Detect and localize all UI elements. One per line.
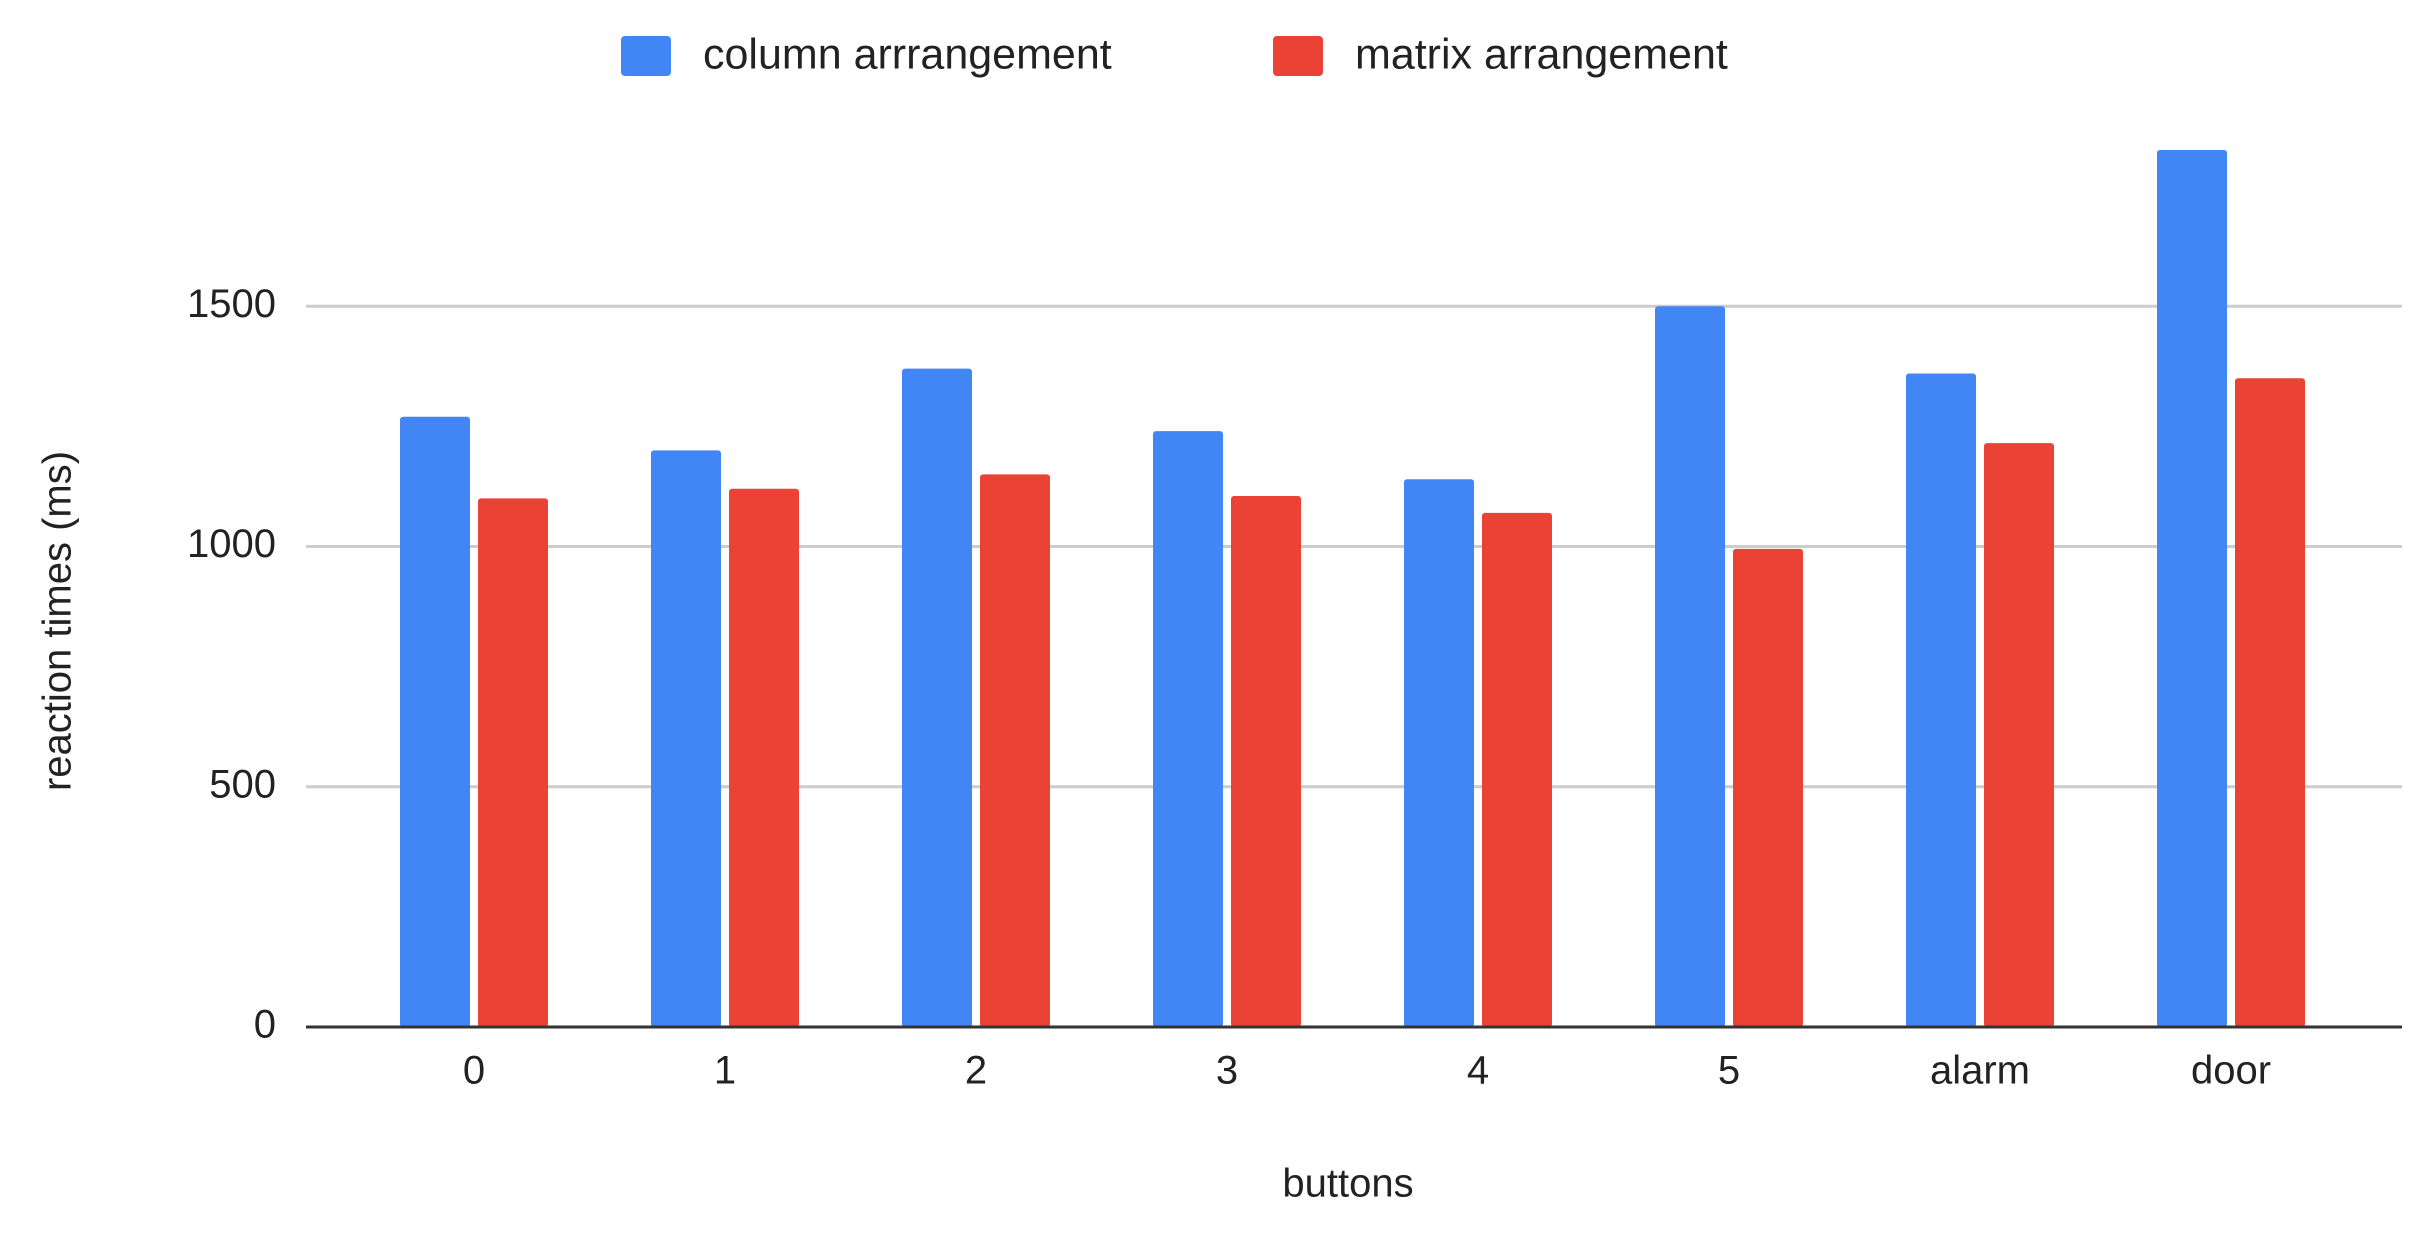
bar bbox=[902, 368, 972, 1027]
legend-label: column arrrangement bbox=[703, 30, 1112, 78]
x-axis-title: buttons bbox=[1282, 1162, 1413, 1206]
bar bbox=[1655, 306, 1725, 1027]
bar bbox=[478, 498, 548, 1028]
x-tick-label: door bbox=[2191, 1049, 2271, 1093]
bar bbox=[980, 474, 1050, 1027]
bar bbox=[1231, 496, 1301, 1027]
x-tick-label: 3 bbox=[1216, 1049, 1238, 1093]
legend-swatch bbox=[1273, 36, 1323, 76]
bar bbox=[400, 416, 470, 1027]
bar bbox=[2235, 378, 2305, 1028]
bar bbox=[729, 488, 799, 1027]
y-axis-title: reaction times (ms) bbox=[36, 451, 80, 791]
y-tick-label: 500 bbox=[209, 762, 276, 806]
x-tick-label: 0 bbox=[463, 1049, 485, 1093]
bar bbox=[1404, 479, 1474, 1027]
bar bbox=[1906, 373, 1976, 1027]
x-tick-label: 4 bbox=[1467, 1049, 1489, 1093]
bar bbox=[1153, 431, 1223, 1028]
bar bbox=[651, 450, 721, 1027]
bar bbox=[1984, 443, 2054, 1027]
bar bbox=[2157, 150, 2227, 1027]
x-tick-label: 1 bbox=[714, 1049, 736, 1093]
y-tick-label: 1000 bbox=[187, 522, 276, 566]
legend-swatch bbox=[621, 36, 671, 76]
legend-label: matrix arrangement bbox=[1355, 30, 1728, 78]
bar bbox=[1482, 512, 1552, 1027]
x-tick-label: 5 bbox=[1718, 1049, 1740, 1093]
bar bbox=[1733, 548, 1803, 1027]
y-tick-label: 1500 bbox=[187, 282, 276, 326]
x-tick-label: alarm bbox=[1930, 1049, 2030, 1093]
x-tick-label: 2 bbox=[965, 1049, 987, 1093]
y-tick-label: 0 bbox=[254, 1003, 276, 1047]
